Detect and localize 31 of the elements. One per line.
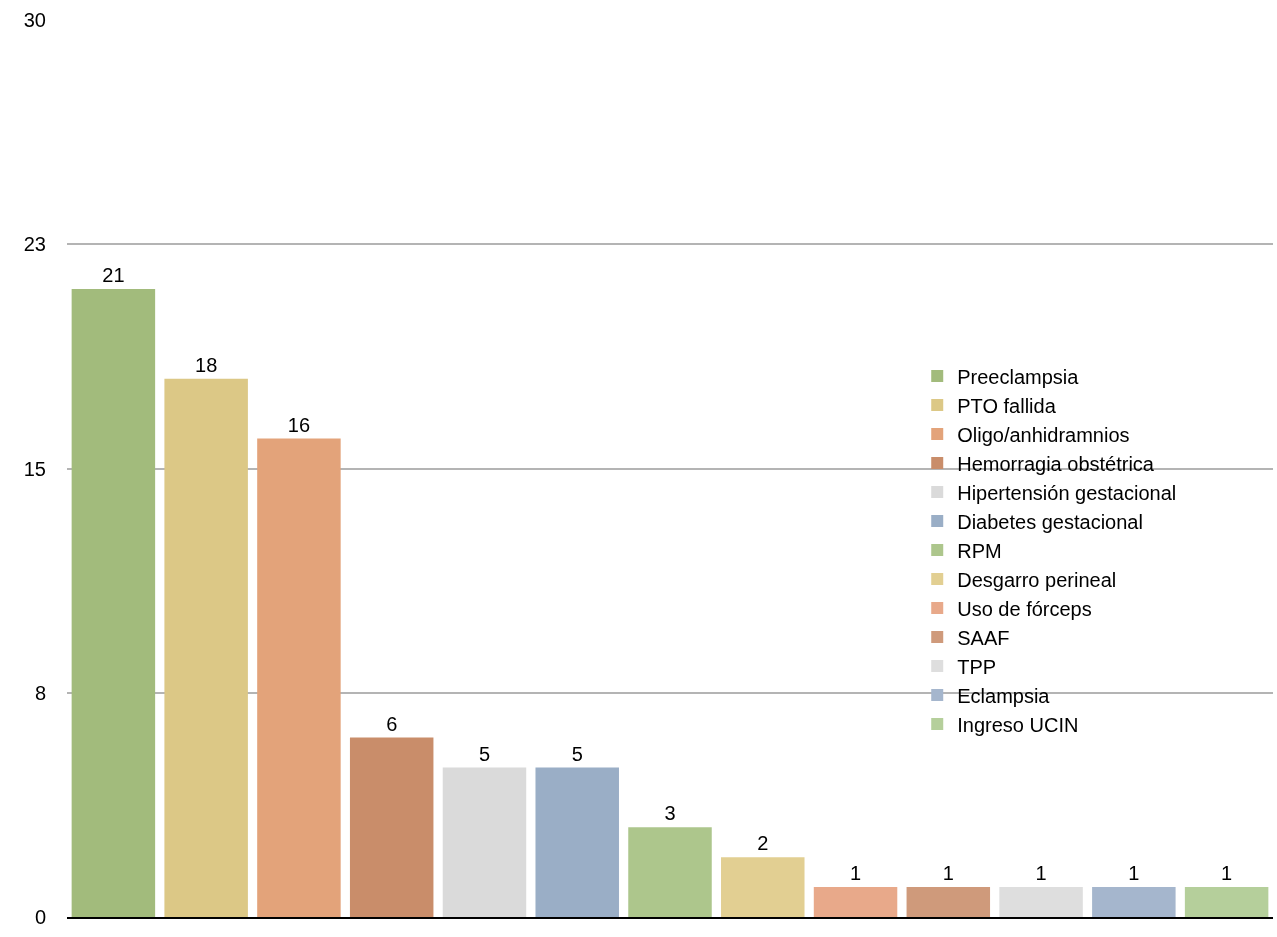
data-label: 21 (102, 264, 125, 287)
y-tick-label: 8 (34, 681, 46, 704)
data-label: 5 (478, 742, 491, 765)
legend-label: Oligo/anhidramnios (957, 423, 1130, 446)
data-label: 2 (757, 832, 769, 855)
legend-label: PTO fallida (957, 394, 1057, 417)
data-label: 6 (386, 712, 398, 735)
legend-label: Diabetes gestacional (957, 510, 1143, 533)
data-label: 5 (571, 742, 583, 765)
legend-label: Ingreso UCIN (957, 713, 1079, 736)
data-label: 1 (1035, 862, 1047, 885)
legend-label: Hemorragia obstétrica (957, 452, 1155, 475)
y-tick-label: 23 (23, 233, 46, 256)
legend-label: Hipertensión gestacional (957, 481, 1177, 504)
y-tick-label: 30 (23, 9, 46, 31)
data-label: 16 (287, 413, 311, 436)
legend-label: Eclampsia (957, 684, 1051, 707)
data-label: 1 (942, 862, 954, 885)
legend-label: TPP (957, 655, 997, 678)
legend-label: Desgarro perineal (957, 568, 1117, 591)
y-tick-label: 15 (23, 457, 46, 480)
legend-label: SAAF (957, 626, 1010, 649)
data-label: 1 (849, 862, 862, 885)
data-label: 3 (664, 802, 676, 825)
legend-label: Preeclampsia (957, 365, 1080, 388)
legend-label: Uso de fórceps (957, 597, 1092, 620)
legend-label: RPM (957, 539, 1002, 562)
y-tick-label: 0 (34, 906, 46, 928)
data-label: 1 (1221, 862, 1233, 885)
data-label: 1 (1128, 862, 1140, 885)
data-label: 18 (195, 353, 218, 376)
